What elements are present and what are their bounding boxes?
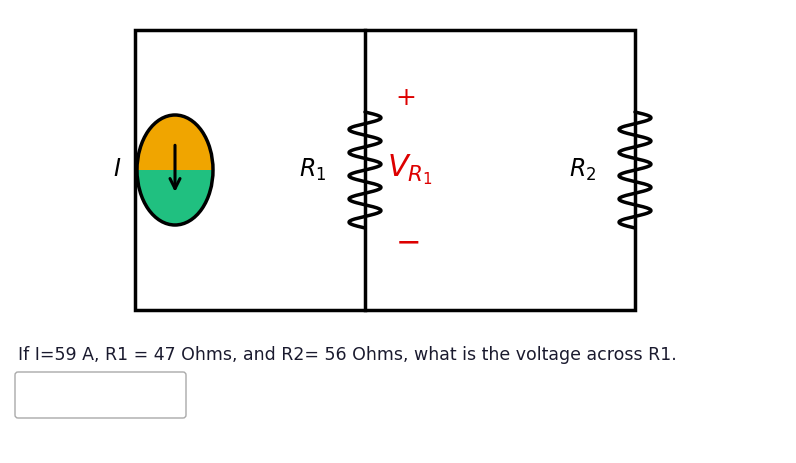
FancyBboxPatch shape	[15, 372, 186, 418]
Text: $-$: $-$	[395, 227, 419, 257]
Text: $R_2$: $R_2$	[569, 157, 597, 183]
Text: If I=59 A, R1 = 47 Ohms, and R2= 56 Ohms, what is the voltage across R1.: If I=59 A, R1 = 47 Ohms, and R2= 56 Ohms…	[18, 346, 677, 364]
Polygon shape	[137, 170, 213, 225]
Polygon shape	[137, 115, 213, 170]
Text: $+$: $+$	[395, 86, 416, 110]
Text: $I$: $I$	[113, 158, 121, 181]
Text: $R_1$: $R_1$	[299, 157, 326, 183]
Text: $V_{R_1}$: $V_{R_1}$	[387, 153, 433, 188]
